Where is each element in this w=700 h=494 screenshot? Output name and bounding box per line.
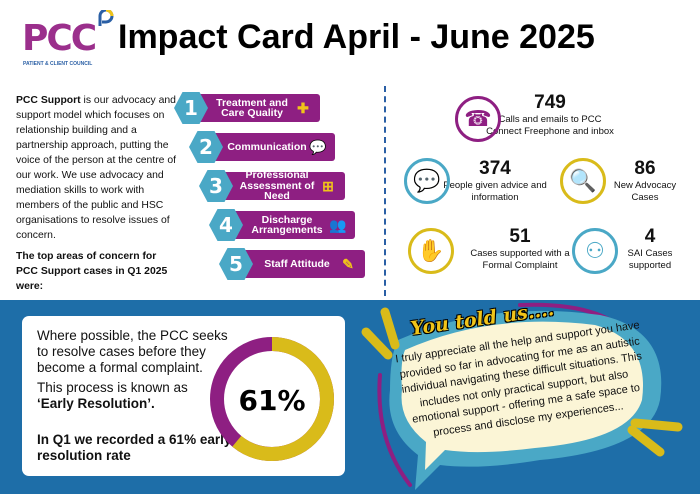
logo-subtitle: PATIENT & CLIENT COUNCIL bbox=[23, 61, 93, 67]
pcc-logo: PCC PATIENT & CLIENT COUNCIL bbox=[20, 10, 114, 67]
stat-4: 4 SAI Cases supported bbox=[610, 226, 690, 272]
stat-label: New Advocacy Cases bbox=[613, 180, 677, 203]
medical-document-icon: ⊞ bbox=[322, 177, 334, 194]
stat-label: People given advice and information bbox=[443, 180, 547, 203]
phone-icon: ☎ bbox=[455, 96, 501, 142]
group-icon: 👥 bbox=[329, 216, 347, 233]
speech-bubbles-icon: 💬 bbox=[309, 138, 327, 155]
concern-area-1: Treatment and Care Quality ✚ bbox=[190, 94, 320, 122]
concern-area-number: 2 bbox=[189, 131, 223, 163]
concern-area-number: 4 bbox=[209, 209, 243, 241]
intro-bold: PCC Support bbox=[16, 95, 81, 106]
concern-area-label: Communication bbox=[227, 140, 307, 153]
intro-text: PCC Support is our advocacy and support … bbox=[16, 93, 176, 243]
known-as-text: This process is known as bbox=[37, 380, 188, 395]
stat-2: 86 New Advocacy Cases bbox=[600, 158, 690, 204]
concern-area-label: Professional Assessment of Need bbox=[239, 169, 315, 203]
magnifier-person-icon: 🔍 bbox=[560, 158, 606, 204]
stat-value: 51 bbox=[509, 226, 531, 247]
logo-text: PCC bbox=[22, 18, 97, 59]
care-hands-icon: ✚ bbox=[297, 99, 309, 116]
early-resolution-rate: In Q1 we recorded a 61% early resolution… bbox=[37, 432, 232, 463]
stat-1: 374 People given advice and information bbox=[440, 158, 550, 204]
early-resolution-donut: 61% bbox=[210, 337, 334, 461]
stat-value: 749 bbox=[534, 92, 566, 113]
concern-area-3: Professional Assessment of Need ⊞ bbox=[215, 169, 345, 203]
speech-bubble-graphic bbox=[361, 302, 683, 490]
stat-label: Cases supported with a Formal Complaint bbox=[470, 248, 570, 271]
stat-0: 749 Calls and emails to PCC Connect Freep… bbox=[480, 92, 620, 138]
concern-area-label: Treatment and Care Quality bbox=[216, 96, 288, 119]
network-people-icon: ⚇ bbox=[572, 228, 618, 274]
concern-area-number: 3 bbox=[199, 170, 233, 202]
stat-label: SAI Cases supported bbox=[627, 248, 673, 271]
donut-label: 61% bbox=[238, 384, 305, 417]
concern-area-5: Staff Attitude ✎ bbox=[235, 250, 365, 278]
stat-value: 374 bbox=[479, 158, 511, 179]
concern-area-label: Discharge Arrangements bbox=[251, 213, 323, 236]
early-resolution-known-as: This process is known as ‘Early Resolutio… bbox=[37, 380, 237, 412]
stat-value: 4 bbox=[644, 226, 656, 247]
donut-value-arc bbox=[210, 337, 334, 461]
stat-value: 86 bbox=[634, 158, 656, 179]
concern-area-4: Discharge Arrangements 👥 bbox=[225, 211, 355, 239]
intro-body: is our advocacy and support model which … bbox=[16, 95, 176, 241]
top-areas-heading: The top areas of concern for PCC Support… bbox=[16, 251, 168, 292]
chat-bubble-icon: 💬 bbox=[404, 158, 450, 204]
concern-area-number: 1 bbox=[174, 92, 208, 124]
stat-3: 51 Cases supported with a Formal Complain… bbox=[460, 226, 580, 272]
stat-label: Calls and emails to PCC Connect Freephon… bbox=[486, 114, 614, 137]
concern-area-2: Communication 💬 bbox=[205, 133, 335, 161]
concern-area-number: 5 bbox=[219, 248, 253, 280]
logo-speech-mark-icon bbox=[98, 10, 114, 26]
hand-people-icon: ✋ bbox=[408, 228, 454, 274]
concern-area-label: Staff Attitude bbox=[264, 257, 330, 270]
divider bbox=[384, 86, 386, 296]
early-resolution-intro: Where possible, the PCC seeks to resolve… bbox=[37, 328, 228, 375]
early-resolution-term: ‘Early Resolution’. bbox=[37, 396, 155, 411]
clipboard-pen-icon: ✎ bbox=[342, 255, 354, 272]
page-title: Impact Card April - June 2025 bbox=[118, 18, 595, 56]
